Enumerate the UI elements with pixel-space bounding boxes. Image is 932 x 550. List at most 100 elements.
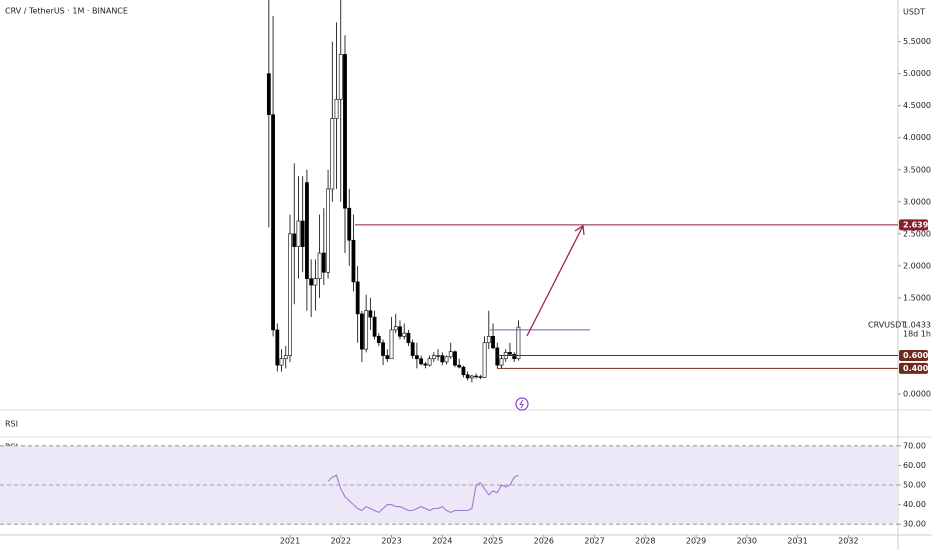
arrow-head (574, 224, 585, 235)
y-tick-label: 3.5000 (903, 165, 931, 174)
candle-body (279, 358, 284, 366)
candle-body (406, 332, 411, 344)
y-tick-label: 3.0000 (903, 197, 931, 206)
candle-body (410, 342, 415, 356)
candle-body (309, 278, 314, 286)
candle-body (419, 358, 424, 365)
alert-circle[interactable] (515, 397, 529, 411)
candle-body (448, 351, 453, 358)
candle-body (368, 310, 373, 318)
candle-body (431, 355, 436, 360)
candle-body (491, 336, 495, 349)
candle-body (364, 310, 369, 350)
candle-body (381, 342, 385, 356)
y-tick-label: 2.0000 (903, 261, 931, 270)
last-price-label: 1.0433 (903, 321, 931, 330)
rsi-line (327, 474, 519, 514)
candle-body (376, 336, 381, 344)
x-tick-label: 2031 (787, 537, 807, 546)
y-tick-label: 70.00 (903, 441, 926, 450)
candle-body (343, 54, 347, 209)
candle-body (461, 366, 466, 376)
candle-body (474, 375, 479, 378)
candle-body (385, 355, 390, 360)
y-tick-label: 40.00 (903, 500, 926, 509)
y-tick-label: 2.5000 (903, 229, 931, 238)
y-tick-label: 5.0000 (903, 69, 931, 78)
candle-body (317, 252, 322, 279)
y-tick-label: 0.0000 (903, 389, 931, 398)
candle-body (444, 356, 449, 363)
candle-body (414, 355, 419, 360)
candle-body (389, 329, 394, 360)
y-tick-label: 60.00 (903, 461, 926, 470)
candle-body (288, 233, 292, 356)
level-label-box (899, 219, 928, 231)
x-tick-label: 2025 (483, 537, 503, 546)
arrow-shaft (526, 225, 584, 337)
candle-body (495, 347, 500, 366)
candle-body (283, 355, 288, 360)
candle-body (296, 220, 301, 247)
y-tick-label: 30.00 (903, 520, 926, 529)
x-tick-label: 2027 (584, 537, 604, 546)
x-tick-label: 2028 (635, 537, 655, 546)
candle-body (305, 182, 309, 279)
candle-body (360, 313, 364, 350)
candle-body (275, 329, 280, 366)
level-label-box (899, 350, 928, 362)
candle-body (436, 355, 440, 357)
x-tick-label: 2022 (331, 537, 351, 546)
y-tick-label: 50.00 (903, 481, 926, 490)
candle-body (355, 281, 360, 315)
candle-body (478, 376, 483, 378)
alert-icon[interactable] (515, 397, 529, 411)
candle-body (486, 336, 491, 344)
candle-body (271, 114, 275, 331)
candle-body (313, 278, 318, 286)
symbol-label: CRVUSDT (868, 321, 906, 330)
level-label: 0.6001 (903, 351, 932, 360)
candle-body (512, 353, 517, 360)
level-label: 2.6395 (903, 220, 932, 229)
candle-body (469, 375, 474, 379)
y-tick-label: 5.5000 (903, 37, 931, 46)
x-tick-label: 2026 (534, 537, 554, 546)
countdown-label: 18d 1h (903, 330, 931, 339)
pane-label: RSI (5, 420, 18, 429)
candle-body (516, 326, 521, 360)
candle-body (372, 316, 377, 337)
candle-body (457, 364, 462, 368)
candle-body (326, 188, 330, 273)
y-tick-label: 1.5000 (903, 293, 931, 302)
candle-body (347, 207, 352, 241)
candle-body (440, 355, 445, 363)
candle-body (292, 233, 297, 247)
chart-title: CRV / TetherUS · 1M · BINANCE (5, 7, 128, 16)
alert-bolt[interactable] (519, 399, 524, 409)
candle-body (423, 363, 428, 366)
candle-body (427, 358, 432, 366)
level-label: 0.4005 (903, 364, 932, 373)
x-tick-label: 2024 (432, 537, 452, 546)
x-tick-label: 2023 (381, 537, 401, 546)
currency-label: USDT (903, 8, 925, 17)
x-tick-label: 2032 (838, 537, 858, 546)
candle-body (453, 351, 457, 366)
x-tick-label: 2021 (280, 537, 300, 546)
candle-body (482, 342, 487, 378)
candle-body (393, 326, 398, 331)
candle-body (338, 54, 343, 100)
candle-body (402, 332, 407, 337)
candle-body (508, 352, 512, 355)
x-tick-label: 2030 (737, 537, 757, 546)
candle-body (351, 239, 356, 283)
level-label-box (899, 362, 928, 374)
candle-body (499, 358, 504, 366)
candle-body (321, 252, 326, 273)
y-tick-label: 4.0000 (903, 133, 931, 142)
candle-body (330, 118, 335, 190)
candle-body (300, 220, 305, 247)
candle-body (334, 98, 339, 119)
candle-body (465, 374, 470, 379)
